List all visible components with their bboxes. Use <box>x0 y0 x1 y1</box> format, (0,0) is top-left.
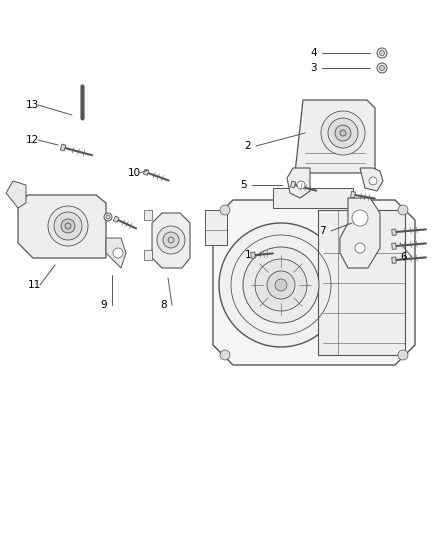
Circle shape <box>340 130 346 136</box>
Polygon shape <box>340 198 380 268</box>
Circle shape <box>157 226 185 254</box>
Circle shape <box>328 118 358 148</box>
Polygon shape <box>6 181 26 208</box>
Text: 12: 12 <box>26 135 39 145</box>
Polygon shape <box>360 168 383 191</box>
Text: 9: 9 <box>100 300 106 310</box>
Circle shape <box>377 63 387 73</box>
Text: 8: 8 <box>160 300 166 310</box>
Circle shape <box>369 177 377 185</box>
Circle shape <box>379 66 385 70</box>
Bar <box>205 210 227 245</box>
Text: 5: 5 <box>240 180 247 190</box>
Polygon shape <box>106 238 126 268</box>
Circle shape <box>106 215 110 219</box>
Circle shape <box>355 243 365 253</box>
Polygon shape <box>287 168 310 198</box>
Text: 6: 6 <box>400 252 406 262</box>
Circle shape <box>243 247 319 323</box>
Circle shape <box>163 232 179 248</box>
Circle shape <box>398 205 408 215</box>
Polygon shape <box>113 216 119 222</box>
Circle shape <box>219 223 343 347</box>
Circle shape <box>104 213 112 221</box>
Circle shape <box>321 111 365 155</box>
Bar <box>318 210 405 355</box>
Circle shape <box>61 219 75 233</box>
Text: 2: 2 <box>244 141 251 151</box>
Text: 11: 11 <box>28 280 41 290</box>
Circle shape <box>255 259 307 311</box>
Circle shape <box>297 181 305 189</box>
Polygon shape <box>290 181 296 188</box>
Circle shape <box>335 125 351 141</box>
Text: 3: 3 <box>310 63 317 73</box>
Circle shape <box>220 350 230 360</box>
Circle shape <box>168 237 174 243</box>
Polygon shape <box>350 191 356 198</box>
Circle shape <box>48 206 88 246</box>
Polygon shape <box>143 169 149 175</box>
Circle shape <box>65 223 71 229</box>
Polygon shape <box>295 100 375 173</box>
Text: 13: 13 <box>26 100 39 110</box>
Text: 1: 1 <box>245 250 251 260</box>
Polygon shape <box>18 195 106 258</box>
Text: 4: 4 <box>310 48 317 58</box>
Circle shape <box>377 48 387 58</box>
Circle shape <box>220 205 230 215</box>
Polygon shape <box>152 213 190 268</box>
Polygon shape <box>392 229 396 236</box>
Circle shape <box>379 51 385 55</box>
Polygon shape <box>392 257 396 263</box>
Polygon shape <box>213 200 415 365</box>
Polygon shape <box>251 252 255 259</box>
Circle shape <box>352 210 368 226</box>
Text: 10: 10 <box>128 168 141 178</box>
Polygon shape <box>392 243 396 249</box>
Circle shape <box>54 212 82 240</box>
Bar <box>273 188 353 208</box>
Bar <box>144 210 152 220</box>
Circle shape <box>398 350 408 360</box>
Circle shape <box>275 279 287 291</box>
Circle shape <box>113 248 123 258</box>
Circle shape <box>267 271 295 299</box>
Bar <box>144 250 152 260</box>
Text: 7: 7 <box>319 226 325 236</box>
Polygon shape <box>60 144 66 151</box>
